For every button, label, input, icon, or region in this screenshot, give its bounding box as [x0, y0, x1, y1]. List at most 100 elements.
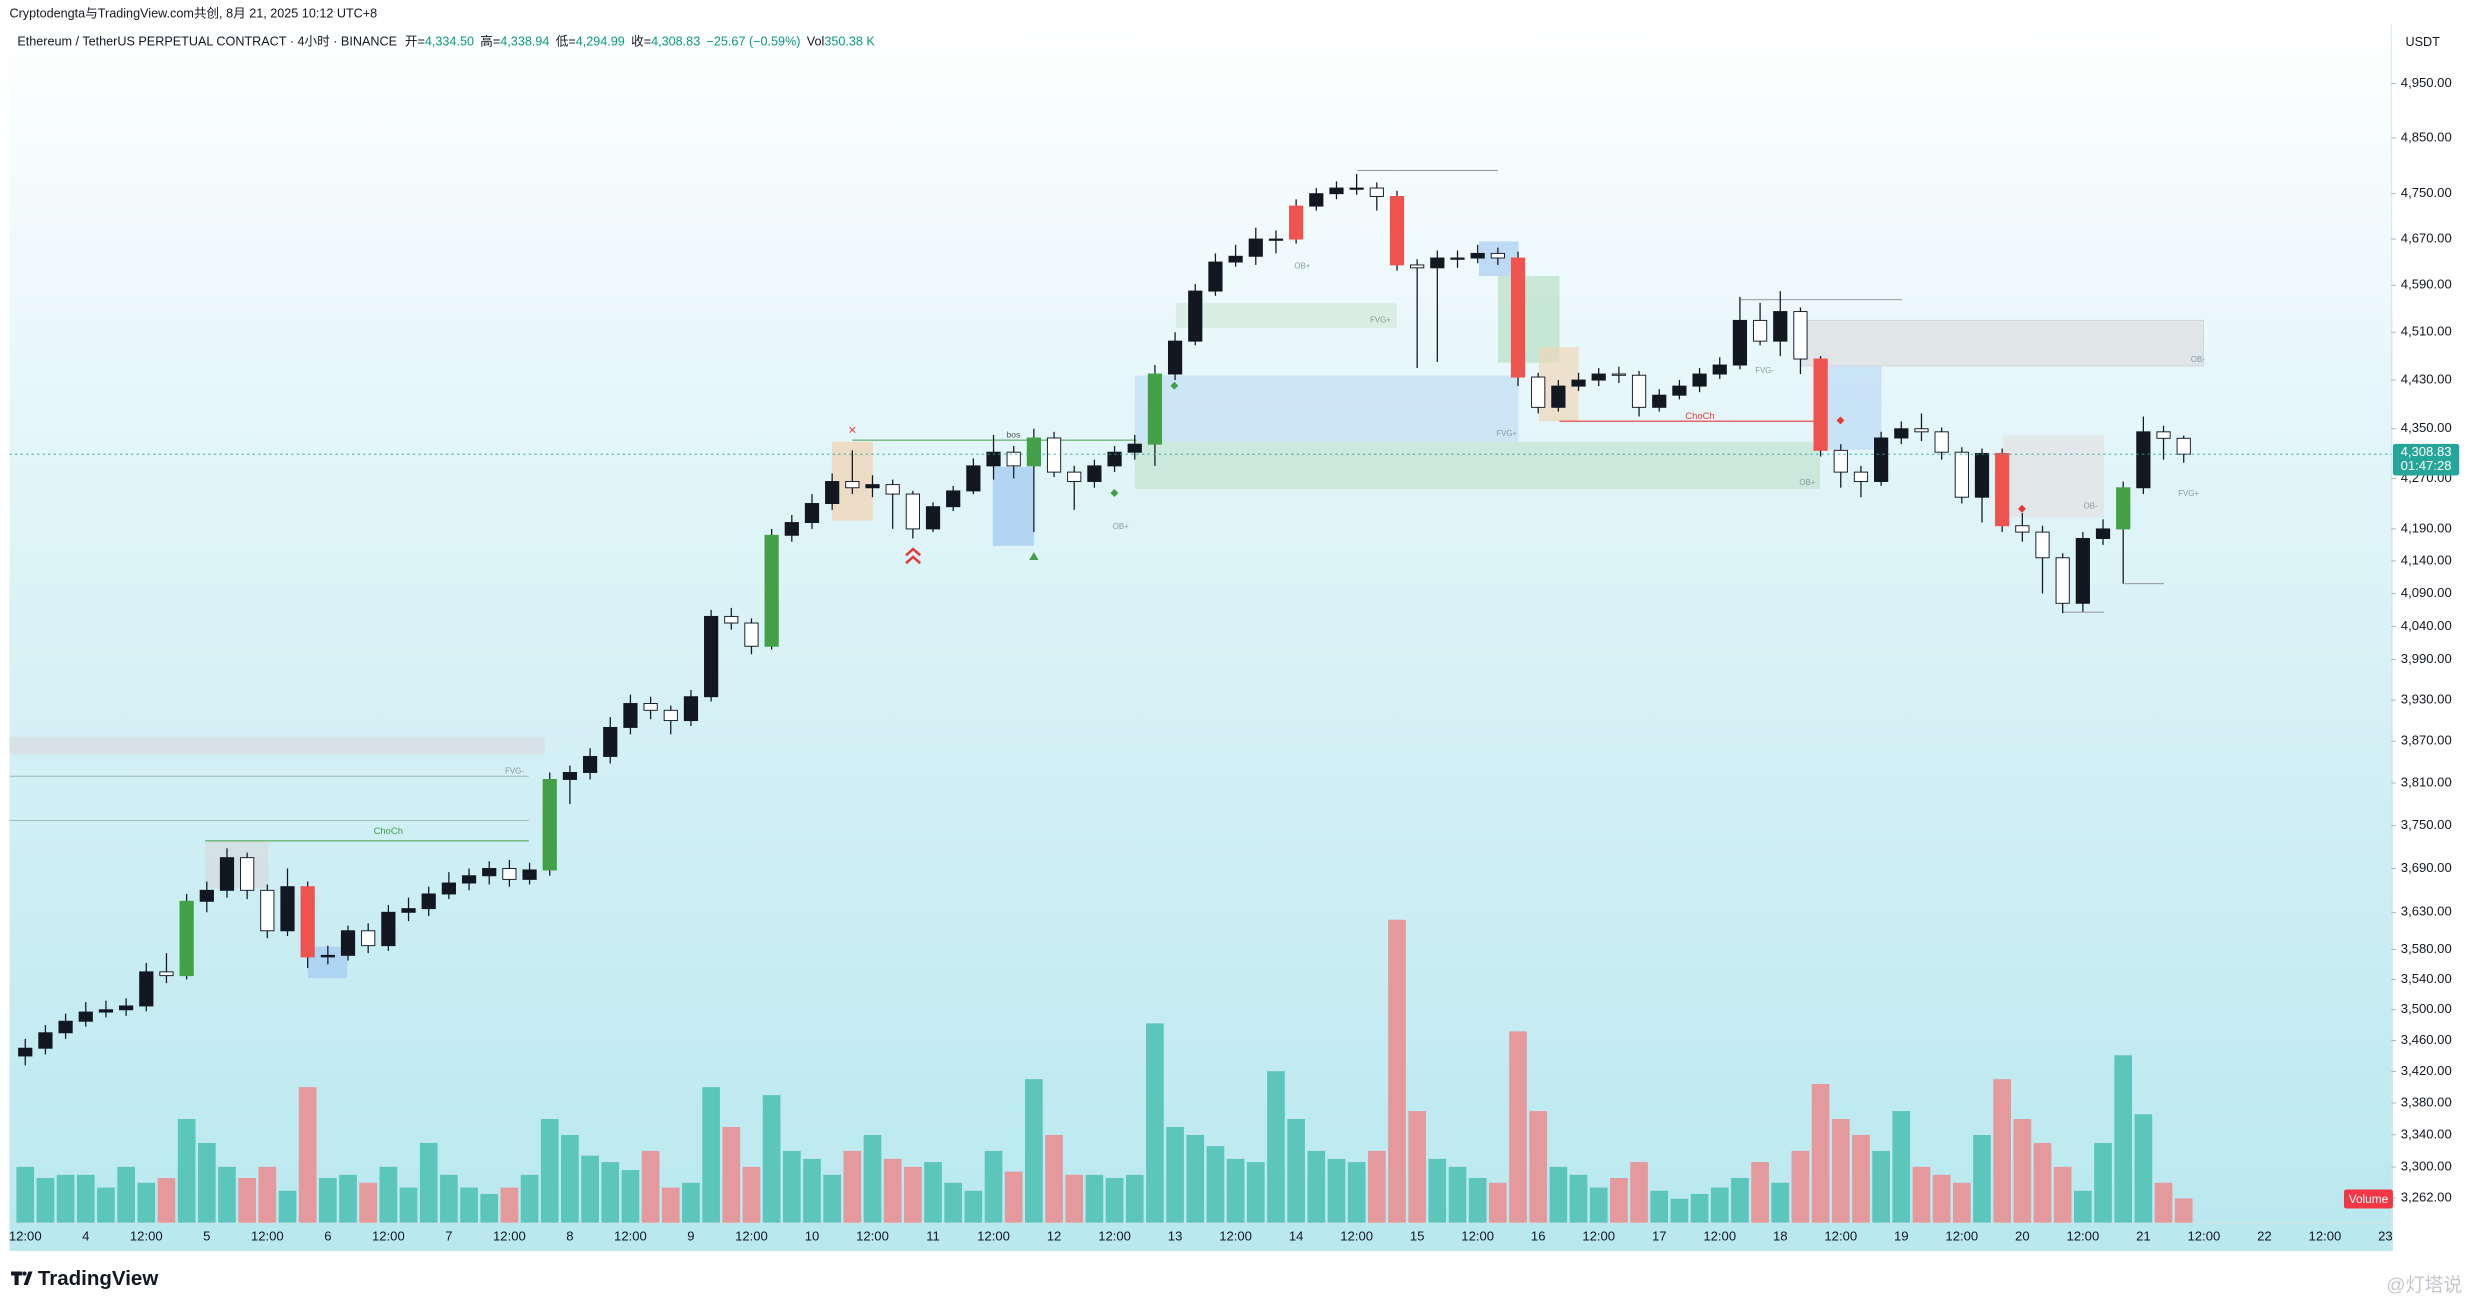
candle-body	[764, 534, 779, 647]
candle-body	[361, 930, 376, 947]
candle-body	[1268, 238, 1284, 241]
volume-bar	[177, 1119, 196, 1223]
y-tick-label: 3,930.00	[2401, 692, 2452, 707]
volume-bar	[2114, 1055, 2133, 1223]
volume-bar	[1751, 1162, 1769, 1223]
price-tag-label: 4,308.83	[2401, 444, 2452, 459]
volume-bar	[1025, 1079, 1043, 1223]
y-tick-label: 4,590.00	[2401, 277, 2452, 292]
volume-bar	[1347, 1162, 1366, 1223]
volume-bar	[1468, 1178, 1487, 1223]
volume-bar	[601, 1162, 620, 1223]
volume-bar	[702, 1087, 720, 1223]
y-tick-label: 4,040.00	[2401, 618, 2452, 633]
volume-bar	[2134, 1114, 2153, 1223]
x-tick-label: 12:00	[1340, 1228, 1373, 1243]
volume-bar	[1226, 1158, 1245, 1223]
x-tick-label: 12:00	[1461, 1228, 1494, 1243]
volume-bar	[1367, 1150, 1386, 1223]
candle-body	[1712, 364, 1727, 375]
candle-body	[1692, 373, 1707, 387]
candle-body	[1329, 187, 1344, 195]
volume-bar	[1307, 1150, 1326, 1223]
candle-body	[1793, 311, 1808, 360]
y-tick-label: 3,262.00	[2401, 1189, 2452, 1204]
candle-body	[1510, 257, 1526, 378]
candle-body	[925, 506, 941, 530]
x-tick-label: 22	[2257, 1228, 2272, 1243]
candle-body	[744, 622, 759, 647]
candle-body	[2156, 431, 2171, 439]
volume-bar	[1045, 1134, 1063, 1223]
y-tick-label: 3,540.00	[2401, 971, 2452, 986]
y-tick-label: 4,670.00	[2401, 231, 2452, 246]
zone-label: FVG+	[1370, 315, 1391, 324]
candle-body	[1732, 319, 1748, 366]
y-tick-label: 3,690.00	[2401, 860, 2452, 875]
vol-label: Vol	[807, 35, 825, 49]
currency-label: USDT	[2406, 35, 2441, 49]
choch-label: ChoCh	[374, 826, 403, 837]
zone	[1134, 441, 1820, 490]
candle-body	[825, 481, 840, 504]
candle-body	[1470, 252, 1485, 259]
candle-body	[2015, 525, 2030, 533]
x-tick-label: 4	[82, 1228, 89, 1243]
x-tick-label: 12:00	[1582, 1228, 1615, 1243]
candle-body	[1551, 385, 1566, 408]
volume-bar	[1105, 1178, 1124, 1223]
candle-body	[280, 886, 295, 932]
volume-bar	[1731, 1178, 1749, 1223]
volume-bar	[2174, 1198, 2193, 1223]
volume-bar	[56, 1174, 75, 1223]
volume-bar	[1973, 1134, 1991, 1223]
candle-body	[663, 709, 678, 722]
volume-bar	[258, 1166, 277, 1223]
candle-body	[58, 1020, 73, 1034]
volume-bar	[520, 1174, 539, 1223]
x-tick-label: 5	[203, 1228, 210, 1243]
candle-body	[1147, 373, 1163, 445]
x-tick-label: 12:00	[9, 1228, 42, 1243]
volume-bar	[661, 1187, 680, 1223]
candle-body	[1450, 257, 1465, 260]
candle-body	[1813, 358, 1828, 451]
volume-bar	[117, 1166, 135, 1223]
zone	[9, 736, 545, 755]
volume-bar	[97, 1187, 115, 1223]
candle-body	[1369, 187, 1384, 197]
x-tick-label: 12:00	[2188, 1228, 2221, 1243]
volume-bar	[1892, 1111, 1911, 1223]
volume-bar	[1791, 1150, 1810, 1223]
zone	[2003, 435, 2105, 518]
candle-body	[643, 703, 658, 711]
candle-body	[1127, 443, 1142, 453]
candle-body	[219, 857, 235, 891]
candle-body	[260, 889, 275, 932]
y-tick-label: 3,810.00	[2401, 774, 2452, 789]
zone	[992, 466, 1034, 546]
candle-body	[1067, 471, 1082, 482]
volume-bar	[2154, 1182, 2173, 1223]
candle-body	[401, 908, 416, 913]
volume-bar	[1610, 1178, 1628, 1223]
volume-bar	[1710, 1187, 1729, 1223]
volume-bar	[924, 1162, 942, 1223]
volume-bar	[964, 1190, 983, 1223]
y-tick-label: 4,950.00	[2401, 75, 2452, 90]
candle-body	[1248, 238, 1263, 257]
ohlc-value: 4,294.99	[576, 35, 625, 49]
volume-bar	[460, 1187, 478, 1223]
volume-bar	[1529, 1111, 1548, 1223]
candle-body	[38, 1032, 53, 1049]
candle-body	[905, 493, 920, 530]
volume-bar	[480, 1193, 499, 1223]
countdown-label: 01:47:28	[2401, 458, 2452, 473]
candle-body	[199, 889, 214, 902]
y-tick-label: 4,750.00	[2401, 185, 2452, 200]
volume-bar	[904, 1166, 922, 1223]
x-tick-label: 12:00	[1098, 1228, 1131, 1243]
zone	[205, 840, 269, 889]
volume-bar	[16, 1166, 35, 1223]
